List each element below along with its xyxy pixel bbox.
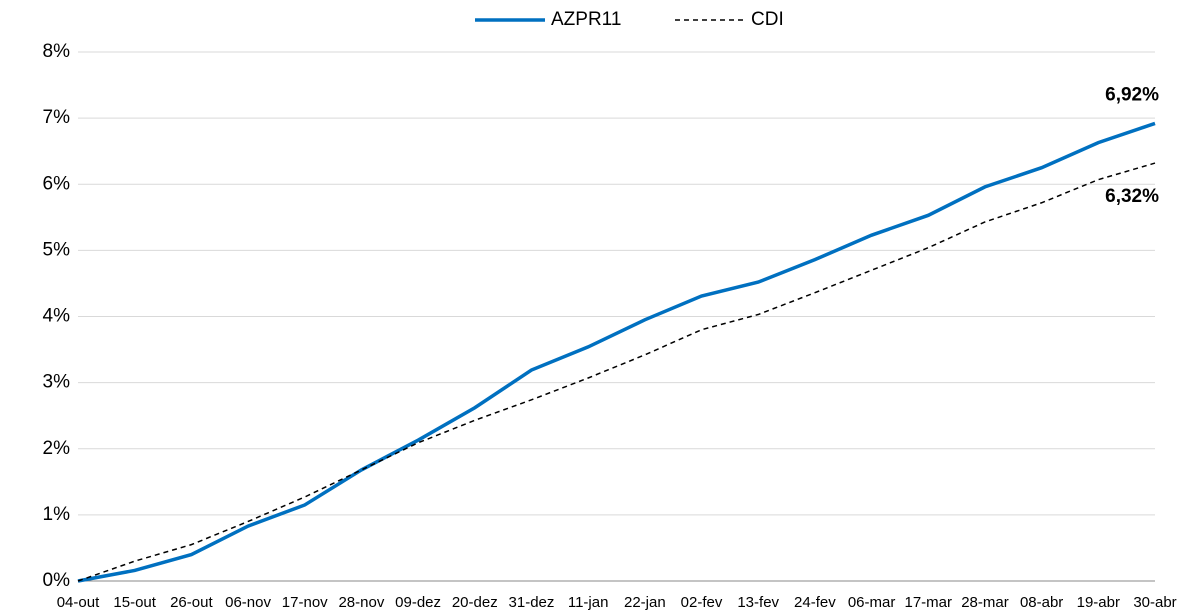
legend-label: CDI: [751, 9, 784, 30]
y-tick-label: 5%: [43, 239, 71, 260]
y-tick-label: 2%: [43, 438, 71, 459]
y-tick-label: 3%: [43, 372, 71, 393]
x-tick-label: 20-dez: [452, 594, 498, 611]
x-tick-label: 30-abr: [1133, 594, 1176, 611]
x-tick-label: 28-nov: [338, 594, 384, 611]
y-tick-label: 6%: [43, 173, 71, 194]
x-tick-label: 08-abr: [1020, 594, 1063, 611]
x-tick-label: 31-dez: [509, 594, 555, 611]
x-tick-label: 28-mar: [961, 594, 1009, 611]
y-tick-label: 1%: [43, 504, 71, 525]
y-tick-label: 8%: [43, 41, 71, 62]
y-tick-label: 0%: [43, 570, 71, 591]
x-tick-label: 06-nov: [225, 594, 271, 611]
x-tick-label: 17-nov: [282, 594, 328, 611]
x-tick-label: 02-fev: [681, 594, 723, 611]
x-tick-label: 17-mar: [905, 594, 953, 611]
x-tick-label: 09-dez: [395, 594, 441, 611]
x-tick-label: 19-abr: [1077, 594, 1120, 611]
series-line: [77, 121, 1156, 583]
series-line: [77, 162, 1156, 582]
y-tick-label: 7%: [43, 107, 71, 128]
data-label: 6,92%: [1105, 84, 1159, 105]
legend-label: AZPR11: [551, 9, 621, 30]
x-tick-label: 13-fev: [737, 594, 779, 611]
data-label: 6,32%: [1105, 186, 1159, 207]
x-tick-label: 24-fev: [794, 594, 836, 611]
x-tick-label: 11-jan: [568, 594, 609, 611]
x-tick-label: 15-out: [113, 594, 156, 611]
x-tick-label: 04-out: [57, 594, 100, 611]
x-tick-label: 06-mar: [848, 594, 896, 611]
y-tick-label: 4%: [43, 306, 71, 327]
x-tick-label: 26-out: [170, 594, 213, 611]
x-tick-label: 22-jan: [624, 594, 666, 611]
